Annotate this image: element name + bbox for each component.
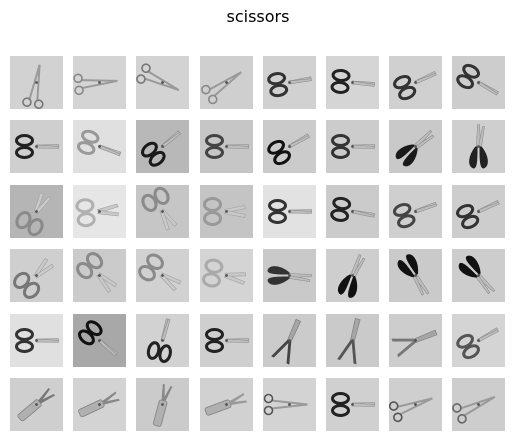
scissors-thumbnail bbox=[73, 184, 127, 238]
scissors-thumbnail bbox=[136, 249, 190, 303]
scissors-thumbnail bbox=[326, 378, 379, 431]
scissors-thumbnail bbox=[452, 184, 506, 238]
scissors-thumbnail bbox=[136, 378, 190, 431]
scissors-thumbnail bbox=[10, 313, 63, 367]
scissors-thumbnail bbox=[389, 184, 443, 238]
scissors-thumbnail bbox=[389, 378, 443, 431]
scissors-thumbnail bbox=[326, 120, 379, 174]
image-grid bbox=[10, 56, 510, 436]
scissors-thumbnail bbox=[73, 378, 127, 431]
scissors-thumbnail bbox=[10, 378, 63, 431]
scissors-thumbnail bbox=[199, 378, 253, 431]
scissors-thumbnail bbox=[262, 313, 316, 367]
scissors-thumbnail bbox=[10, 56, 63, 109]
scissors-thumbnail bbox=[199, 120, 253, 174]
scissors-thumbnail bbox=[389, 249, 443, 303]
scissors-thumbnail bbox=[199, 56, 253, 109]
scissors-thumbnail bbox=[326, 313, 379, 367]
scissors-thumbnail bbox=[452, 56, 506, 109]
scissors-thumbnail bbox=[389, 56, 443, 109]
scissors-thumbnail bbox=[10, 184, 63, 238]
scissors-thumbnail bbox=[136, 120, 190, 174]
scissors-thumbnail bbox=[389, 120, 443, 174]
scissors-thumbnail bbox=[452, 120, 506, 174]
scissors-thumbnail bbox=[452, 378, 506, 431]
scissors-thumbnail bbox=[199, 184, 253, 238]
scissors-thumbnail bbox=[452, 313, 506, 367]
scissors-thumbnail bbox=[136, 56, 190, 109]
scissors-thumbnail bbox=[73, 56, 127, 109]
page-title: scissors bbox=[226, 7, 290, 26]
scissors-thumbnail bbox=[10, 120, 63, 174]
scissors-thumbnail bbox=[262, 56, 316, 109]
scissors-thumbnail bbox=[326, 56, 379, 109]
scissors-thumbnail bbox=[73, 120, 127, 174]
scissors-thumbnail bbox=[262, 120, 316, 174]
scissors-thumbnail bbox=[262, 378, 316, 431]
scissors-thumbnail bbox=[136, 184, 190, 238]
scissors-thumbnail bbox=[136, 313, 190, 367]
scissors-thumbnail bbox=[199, 313, 253, 367]
scissors-thumbnail bbox=[262, 249, 316, 303]
scissors-thumbnail bbox=[389, 313, 443, 367]
scissors-thumbnail bbox=[10, 249, 63, 303]
scissors-thumbnail bbox=[326, 249, 379, 303]
scissors-thumbnail bbox=[73, 249, 127, 303]
scissors-thumbnail bbox=[326, 184, 379, 238]
scissors-thumbnail bbox=[262, 184, 316, 238]
scissors-thumbnail bbox=[199, 249, 253, 303]
scissors-thumbnail bbox=[452, 249, 506, 303]
scissors-thumbnail bbox=[73, 313, 127, 367]
